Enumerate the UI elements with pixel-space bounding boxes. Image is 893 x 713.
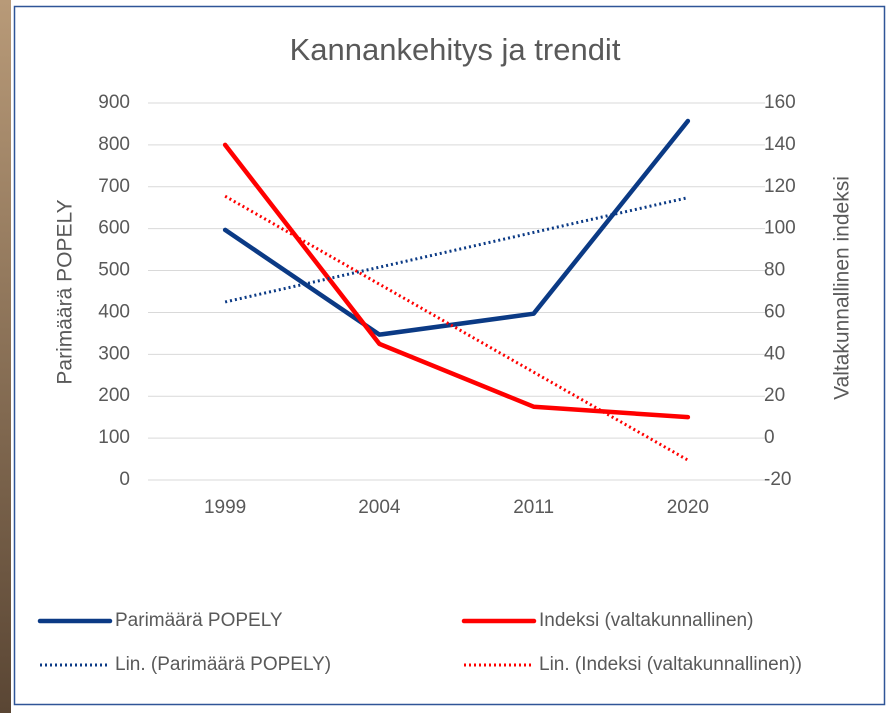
y-tick-label: 300 [98,343,130,364]
y-tick-label: 500 [98,260,130,281]
y2-tick-label: 120 [764,176,796,197]
y-tick-label: 600 [98,218,130,239]
y2-tick-label: 140 [764,134,796,155]
y2-tick-label: 100 [764,218,796,239]
series-line [222,142,691,420]
x-tick-label: 2004 [358,497,401,518]
x-tick-label: 1999 [204,497,246,518]
chart-title: Kannankehitys ja trendit [290,32,621,67]
y-tick-label: 100 [98,427,130,448]
legend-label: Lin. (Indeksi (valtakunnallinen)) [539,654,802,675]
y-tick-label: 200 [98,385,130,406]
y-tick-label: 400 [98,301,130,322]
y-tick-label: 0 [119,469,130,490]
trend-line [224,194,689,462]
y2-tick-label: 60 [764,301,785,322]
legend-label: Parimäärä POPELY [115,610,283,631]
background-edge [0,0,11,713]
y2-axis-title: Valtakunnallinen indeksi [831,176,854,400]
chart-frame [13,5,886,706]
x-tick-label: 2011 [513,497,554,518]
y2-tick-label: 80 [764,260,785,281]
y-tick-label: 900 [98,92,130,113]
legend-label: Lin. (Parimäärä POPELY) [115,654,331,675]
y-tick-label: 800 [98,134,130,155]
y-tick-label: 700 [98,176,130,197]
y-axis-title: Parimäärä POPELY [54,199,77,384]
y2-tick-label: 20 [764,385,785,406]
series-line [222,118,691,337]
y2-tick-label: 40 [764,343,785,364]
x-tick-label: 2020 [667,497,709,518]
y2-tick-label: 160 [764,92,796,113]
trend-line [224,196,689,304]
legend-label: Indeksi (valtakunnallinen) [539,610,753,631]
y2-tick-label: 0 [764,427,775,448]
y2-tick-label: -20 [764,469,791,490]
